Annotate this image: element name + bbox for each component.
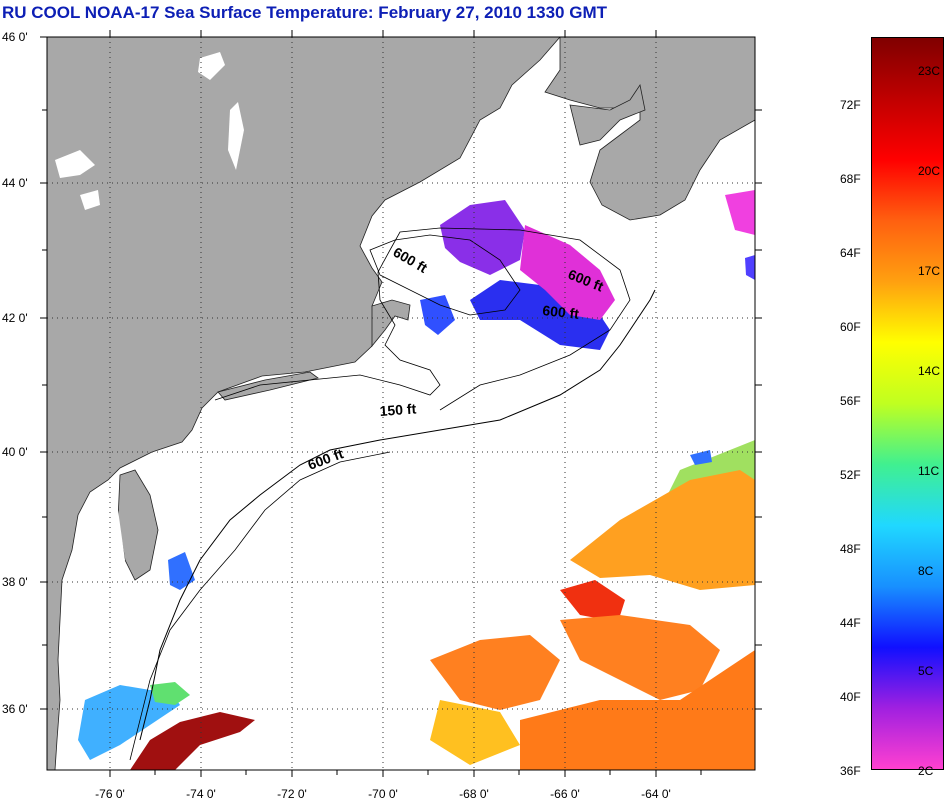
- colorbar-fahrenheit-label: 48F: [840, 542, 861, 556]
- colorbar-celsius-label: 14C: [918, 364, 941, 378]
- latitude-label: 36 0': [2, 702, 28, 716]
- ticks: [40, 30, 762, 777]
- colorbar-celsius-label: 11C: [918, 464, 940, 478]
- colorbar-fahrenheit-label: 60F: [840, 320, 861, 334]
- lake: [228, 102, 244, 170]
- sst-patch-blue-east: [745, 255, 755, 280]
- longitude-label: -72 0': [277, 787, 307, 801]
- colorbar-celsius-label: 17C: [918, 264, 941, 278]
- sst-patch-orange: [560, 615, 720, 700]
- contour-600ft-shelf: [129, 451, 391, 761]
- sst-patch-green-hatteras: [150, 682, 190, 705]
- sst-patch-yellow: [430, 700, 520, 765]
- longitude-label: -66 0': [550, 787, 580, 801]
- colorbar-celsius-label: 8C: [918, 564, 934, 578]
- latitude-label: 44 0': [2, 176, 28, 190]
- sst-patch-orange-south: [520, 650, 755, 770]
- contour-label: 600 ft: [542, 302, 580, 322]
- contour-600ft-inner: [369, 234, 521, 316]
- page-title: RU COOL NOAA-17 Sea Surface Temperature:…: [2, 3, 607, 22]
- temperature-colorbar: [871, 37, 944, 770]
- land-nova-scotia: [544, 37, 755, 221]
- sst-patch-magenta-east: [725, 190, 755, 235]
- lake: [55, 150, 95, 178]
- lake: [80, 190, 100, 210]
- latitude-label: 46 0': [2, 30, 28, 44]
- latitude-label: 38 0': [2, 575, 28, 589]
- land-cape-cod: [371, 299, 411, 348]
- gridlines: [47, 37, 755, 770]
- longitude-label: -68 0': [459, 787, 489, 801]
- land-mainland: [47, 37, 561, 770]
- colorbar-fahrenheit-label: 52F: [840, 468, 861, 482]
- colorbar-celsius-label: 2C: [918, 764, 934, 778]
- longitude-label: -76 0': [95, 787, 125, 801]
- lake: [198, 52, 225, 80]
- latitude-label: 42 0': [2, 311, 28, 325]
- sst-patch-magenta: [520, 225, 615, 320]
- colorbar-fahrenheit-label: 44F: [840, 616, 861, 630]
- colorbar-fahrenheit-label: 40F: [840, 690, 861, 704]
- longitude-label: -70 0': [368, 787, 398, 801]
- sst-patch-gulf-stream: [130, 712, 255, 770]
- sst-patch-blue-shelf: [690, 450, 712, 465]
- colorbar-fahrenheit-label: 36F: [840, 764, 861, 778]
- colorbar-fahrenheit-label: 68F: [840, 172, 861, 186]
- latitude-label: 40 0': [2, 445, 28, 459]
- contour-label: 150 ft: [379, 400, 417, 419]
- sst-patch-red: [560, 580, 625, 622]
- sst-patch-blue-shelf: [168, 552, 195, 590]
- longitude-label: -64 0': [641, 787, 671, 801]
- contour-600ft: [139, 289, 656, 741]
- sst-patch-orange: [430, 635, 560, 710]
- sst-patch-blue-small: [420, 295, 455, 335]
- colorbar-fahrenheit-label: 64F: [840, 246, 861, 260]
- sst-patch-purple: [440, 200, 525, 275]
- colorbar-celsius-label: 5C: [918, 664, 934, 678]
- contour-150ft: [214, 227, 631, 411]
- bay: [100, 510, 125, 600]
- colorbar-celsius-label: 23C: [918, 64, 941, 78]
- land-long-island: [217, 371, 319, 401]
- colorbar-celsius-label: 20C: [918, 164, 941, 178]
- colorbar-fahrenheit-label: 56F: [840, 394, 861, 408]
- land-nova-scotia-peninsula: [569, 83, 646, 146]
- bay: [60, 640, 80, 710]
- longitude-label: -74 0': [186, 787, 216, 801]
- sst-patch-cyan: [78, 685, 180, 760]
- sst-patch-orange-large: [570, 470, 755, 590]
- colorbar-fahrenheit-label: 72F: [840, 98, 861, 112]
- map-frame: [46, 36, 756, 771]
